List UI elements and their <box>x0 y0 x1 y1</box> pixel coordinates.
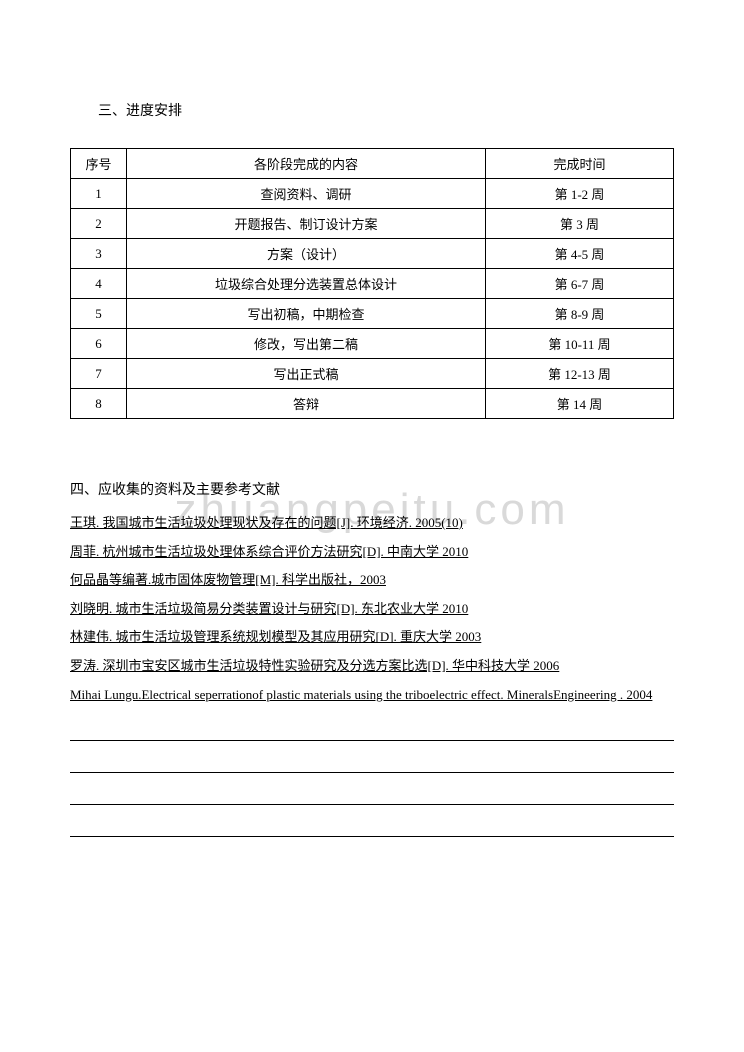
reference-item: 罗涛. 深圳市宝安区城市生活垃圾特性实验研究及分选方案比选[D]. 华中科技大学… <box>70 652 674 681</box>
empty-underline <box>70 745 674 773</box>
col-header-content: 各阶段完成的内容 <box>127 149 486 179</box>
table-row: 1 查阅资料、调研 第 1-2 周 <box>71 179 674 209</box>
empty-underline <box>70 713 674 741</box>
cell-content: 查阅资料、调研 <box>127 179 486 209</box>
table-row: 8 答辩 第 14 周 <box>71 389 674 419</box>
reference-item: 刘晓明. 城市生活垃圾简易分类装置设计与研究[D]. 东北农业大学 2010 <box>70 595 674 624</box>
cell-time: 第 8-9 周 <box>486 299 674 329</box>
reference-item: 林建伟. 城市生活垃圾管理系统规划模型及其应用研究[D]. 重庆大学 2003 <box>70 623 674 652</box>
table-row: 5 写出初稿，中期检查 第 8-9 周 <box>71 299 674 329</box>
references-block: 王琪. 我国城市生活垃圾处理现状及存在的问题[J]. 环境经济. 2005(10… <box>70 509 674 837</box>
empty-underline <box>70 809 674 837</box>
cell-num: 1 <box>71 179 127 209</box>
cell-num: 4 <box>71 269 127 299</box>
cell-num: 3 <box>71 239 127 269</box>
cell-time: 第 1-2 周 <box>486 179 674 209</box>
cell-time: 第 14 周 <box>486 389 674 419</box>
table-row: 7 写出正式稿 第 12-13 周 <box>71 359 674 389</box>
cell-num: 7 <box>71 359 127 389</box>
reference-item: 何品晶等编著.城市固体废物管理[M]. 科学出版社，2003 <box>70 566 674 595</box>
cell-content: 写出初稿，中期检查 <box>127 299 486 329</box>
reference-item: 周菲. 杭州城市生活垃圾处理体系综合评价方法研究[D]. 中南大学 2010 <box>70 538 674 567</box>
empty-underline <box>70 777 674 805</box>
cell-content: 写出正式稿 <box>127 359 486 389</box>
section4-heading: 四、应收集的资料及主要参考文献 <box>70 479 674 499</box>
cell-num: 8 <box>71 389 127 419</box>
table-row: 4 垃圾综合处理分选装置总体设计 第 6-7 周 <box>71 269 674 299</box>
col-header-time: 完成时间 <box>486 149 674 179</box>
table-header-row: 序号 各阶段完成的内容 完成时间 <box>71 149 674 179</box>
cell-content: 垃圾综合处理分选装置总体设计 <box>127 269 486 299</box>
cell-time: 第 10-11 周 <box>486 329 674 359</box>
cell-content: 修改，写出第二稿 <box>127 329 486 359</box>
cell-content: 答辩 <box>127 389 486 419</box>
cell-num: 2 <box>71 209 127 239</box>
reference-item: 王琪. 我国城市生活垃圾处理现状及存在的问题[J]. 环境经济. 2005(10… <box>70 509 674 538</box>
reference-item: Mihai Lungu.Electrical seperrationof pla… <box>70 681 674 710</box>
cell-time: 第 3 周 <box>486 209 674 239</box>
cell-time: 第 6-7 周 <box>486 269 674 299</box>
cell-content: 方案（设计） <box>127 239 486 269</box>
cell-time: 第 12-13 周 <box>486 359 674 389</box>
table-row: 2 开题报告、制订设计方案 第 3 周 <box>71 209 674 239</box>
table-row: 3 方案（设计） 第 4-5 周 <box>71 239 674 269</box>
page-content: 三、进度安排 序号 各阶段完成的内容 完成时间 1 查阅资料、调研 第 1-2 … <box>70 100 674 837</box>
cell-time: 第 4-5 周 <box>486 239 674 269</box>
schedule-table: 序号 各阶段完成的内容 完成时间 1 查阅资料、调研 第 1-2 周 2 开题报… <box>70 148 674 419</box>
table-row: 6 修改，写出第二稿 第 10-11 周 <box>71 329 674 359</box>
cell-num: 5 <box>71 299 127 329</box>
cell-num: 6 <box>71 329 127 359</box>
section3-heading: 三、进度安排 <box>98 100 674 120</box>
col-header-num: 序号 <box>71 149 127 179</box>
cell-content: 开题报告、制订设计方案 <box>127 209 486 239</box>
